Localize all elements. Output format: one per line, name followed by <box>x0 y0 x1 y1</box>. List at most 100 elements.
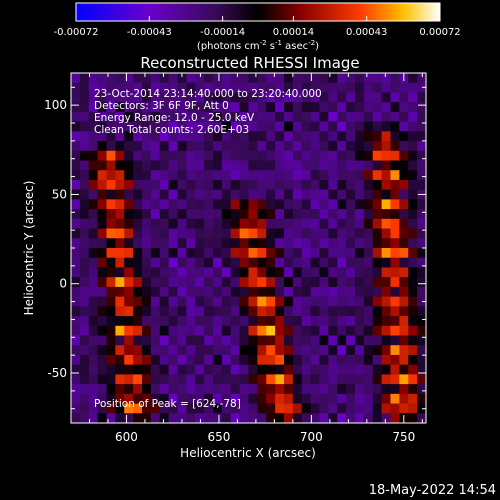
heatmap-cell <box>363 364 374 375</box>
heatmap-cell <box>142 141 152 152</box>
heatmap-cell <box>248 374 258 385</box>
heatmap-cell <box>266 286 276 297</box>
heatmap-cell <box>417 316 427 327</box>
heatmap-cell <box>399 170 409 181</box>
heatmap-cell <box>310 199 320 210</box>
heatmap-cell <box>142 335 152 346</box>
heatmap-cell <box>257 413 267 424</box>
heatmap-cell <box>159 131 169 142</box>
heatmap-cell <box>150 160 161 171</box>
heatmap-cell <box>319 141 329 152</box>
heatmap-cell <box>248 345 258 356</box>
heatmap-cell <box>79 131 90 142</box>
heatmap-cell <box>159 73 169 84</box>
heatmap-cell <box>213 131 223 142</box>
heatmap-cell <box>363 306 374 317</box>
heatmap-cell <box>177 209 187 220</box>
heatmap-cell <box>142 160 152 171</box>
heatmap-cell <box>310 296 320 307</box>
heatmap-cell <box>292 170 303 181</box>
heatmap-cell <box>133 316 143 327</box>
heatmap-cell <box>381 364 391 375</box>
heatmap-cell <box>168 179 178 190</box>
heatmap-cell <box>301 374 311 385</box>
heatmap-cell <box>381 238 391 249</box>
heatmap-cell <box>248 277 258 288</box>
heatmap-cell <box>292 209 303 220</box>
heatmap-cell <box>408 248 418 259</box>
heatmap-cell <box>363 150 374 161</box>
heatmap-cell <box>168 218 178 229</box>
heatmap-cell <box>221 102 232 113</box>
heatmap-cell <box>248 306 258 317</box>
heatmap-cell <box>301 267 311 278</box>
heatmap-cell <box>186 170 196 181</box>
heatmap-cell <box>71 111 81 122</box>
heatmap-cell <box>301 209 311 220</box>
heatmap-cell <box>150 325 161 336</box>
heatmap-cell <box>239 286 249 297</box>
heatmap-cell <box>319 364 329 375</box>
heatmap-cell <box>346 82 356 93</box>
heatmap-cell <box>239 150 249 161</box>
heatmap-cell <box>97 92 107 103</box>
heatmap-cell <box>79 345 90 356</box>
heatmap-cell <box>310 413 320 424</box>
heatmap-cell <box>319 228 329 239</box>
heatmap-cell <box>266 413 276 424</box>
heatmap-cell <box>408 267 418 278</box>
heatmap-cell <box>390 218 400 229</box>
heatmap-cell <box>266 92 276 103</box>
heatmap-cell <box>292 335 303 346</box>
heatmap-cell <box>97 199 107 210</box>
heatmap-cell <box>142 189 152 200</box>
heatmap-cell <box>186 403 196 414</box>
heatmap-cell <box>115 393 125 404</box>
heatmap-cell <box>381 160 391 171</box>
heatmap-cell <box>284 141 294 152</box>
heatmap-cell <box>106 141 116 152</box>
heatmap-cell <box>230 325 240 336</box>
heatmap-cell <box>346 199 356 210</box>
heatmap-cell <box>301 345 311 356</box>
heatmap-cell <box>417 364 427 375</box>
heatmap-cell <box>381 102 391 113</box>
heatmap-cell <box>355 82 365 93</box>
heatmap-cell <box>390 277 400 288</box>
heatmap-cell <box>328 267 338 278</box>
heatmap-cell <box>88 92 98 103</box>
heatmap-cell <box>195 257 205 268</box>
heatmap-cell <box>355 238 365 249</box>
heatmap-cell <box>284 354 294 365</box>
heatmap-cell <box>390 286 400 297</box>
heatmap-cell <box>88 267 98 278</box>
axis-ticks: 600 650 700 750 -50 0 50 100 <box>44 73 426 444</box>
heatmap-cell <box>266 345 276 356</box>
heatmap-cell <box>257 277 267 288</box>
heatmap-cell <box>275 228 285 239</box>
heatmap-cell <box>417 306 427 317</box>
heatmap-cell <box>79 393 90 404</box>
heatmap-cell <box>408 199 418 210</box>
heatmap-cell <box>97 141 107 152</box>
heatmap-cell <box>381 170 391 181</box>
heatmap-cell <box>257 345 267 356</box>
heatmap-cell <box>204 199 214 210</box>
heatmap-cell <box>150 364 161 375</box>
heatmap-cell <box>213 141 223 152</box>
heatmap-cell <box>142 296 152 307</box>
heatmap-cell <box>204 150 214 161</box>
heatmap-cell <box>363 189 374 200</box>
heatmap-cell <box>168 335 178 346</box>
heatmap-cell <box>417 228 427 239</box>
heatmap-cell <box>115 92 125 103</box>
heatmap-cell <box>292 384 303 395</box>
heatmap-cell <box>106 374 116 385</box>
heatmap-cell <box>372 286 382 297</box>
heatmap-cell <box>337 413 347 424</box>
heatmap-cell <box>408 393 418 404</box>
heatmap-cell <box>381 267 391 278</box>
heatmap-cell <box>239 257 249 268</box>
heatmap-cell <box>213 277 223 288</box>
heatmap-cell <box>275 189 285 200</box>
